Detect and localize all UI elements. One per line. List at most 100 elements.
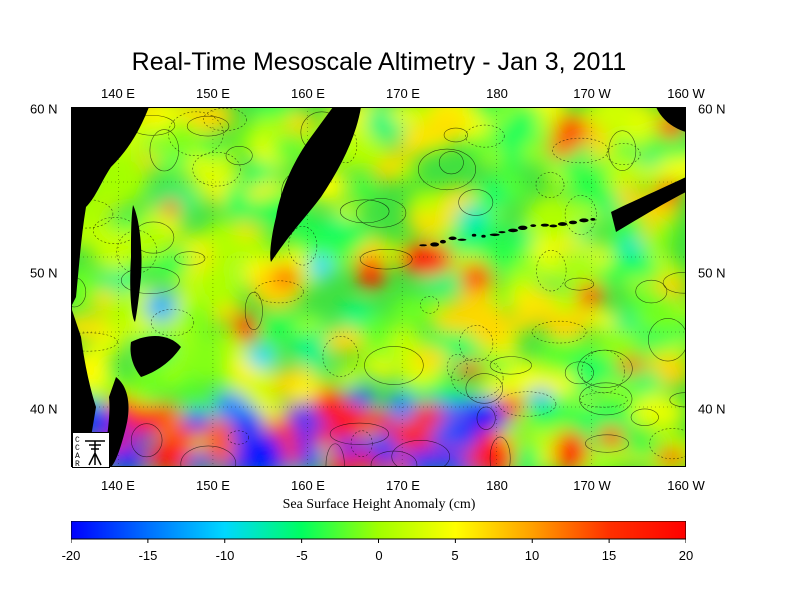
ccar-logo: C C A R — [72, 432, 110, 469]
ssh-anomaly-cell — [292, 337, 328, 368]
ssh-anomaly-cell — [529, 244, 559, 264]
contour-line — [192, 151, 241, 187]
eddy-feature — [553, 114, 589, 148]
ssh-anomaly-cell — [522, 202, 582, 238]
contour-line — [564, 277, 595, 291]
contour-line — [577, 349, 633, 388]
colorbar-tick-neg15: -15 — [138, 548, 158, 563]
contour-line — [465, 373, 503, 404]
contour-line — [168, 111, 224, 156]
contour-line — [498, 391, 557, 417]
aleutian-island — [540, 223, 549, 227]
contour-line — [329, 422, 389, 445]
kuroshio-eddy — [183, 453, 215, 467]
contour-line — [325, 443, 345, 467]
eddy-feature — [272, 267, 300, 287]
contour-line — [71, 332, 118, 352]
ssh-anomaly-cell — [180, 300, 216, 337]
aleutian-island — [481, 234, 486, 238]
ssh-anomaly-cell — [426, 107, 468, 140]
ssh-anomaly-cell — [659, 152, 686, 183]
ssh-anomaly-cell — [123, 317, 156, 339]
eddy-feature — [398, 242, 454, 276]
ssh-anomaly-cell — [336, 365, 360, 386]
ssh-anomaly-cell — [332, 228, 359, 262]
ssh-anomaly-cell — [374, 360, 394, 382]
ssh-anomaly-cell — [71, 314, 109, 341]
altimetry-map — [71, 107, 686, 467]
aleutian-island — [489, 233, 500, 237]
aleutian-island — [430, 242, 440, 247]
contour-line — [579, 382, 633, 416]
lon-label-bottom-160w: 160 W — [667, 478, 705, 493]
contour-line — [648, 318, 686, 362]
lat-label-left-40n: 40 N — [30, 401, 58, 417]
contour-line — [391, 439, 451, 467]
contour-line — [244, 291, 263, 331]
ssh-anomaly-cell — [388, 107, 422, 125]
contour-line — [370, 450, 418, 467]
ssh-anomaly-cell — [586, 308, 616, 330]
ssh-anomaly-cell — [196, 261, 242, 310]
hokkaido — [130, 335, 181, 377]
kuroshio-eddy — [182, 408, 211, 431]
eddy-feature — [328, 402, 354, 428]
ssh-anomaly-cell — [507, 309, 539, 332]
lon-label-bottom-180: 180 — [486, 478, 508, 493]
ssh-anomaly-cell — [505, 267, 541, 292]
kuroshio-eddy — [358, 409, 394, 432]
ssh-anomaly-cell — [591, 250, 612, 267]
eddy-feature — [136, 406, 166, 428]
eddy-feature — [576, 283, 606, 307]
ssh-anomaly-cell — [144, 132, 164, 155]
ssh-anomaly-cell — [431, 107, 458, 118]
eddy-feature — [455, 360, 483, 378]
contour-line — [446, 353, 468, 381]
eddy-feature — [310, 254, 332, 280]
contour-line — [635, 279, 668, 304]
aleutian-island — [579, 218, 589, 223]
aleutian-island — [557, 222, 568, 226]
colorbar-tick-5: 5 — [451, 548, 459, 563]
ssh-anomaly-cell — [185, 335, 229, 384]
contour-line — [451, 358, 504, 399]
eddy-feature — [654, 448, 686, 466]
contour-line — [186, 115, 230, 137]
aleutian-island — [448, 236, 457, 241]
logo-letter-c2: C — [75, 444, 80, 453]
ssh-anomaly-cell — [272, 137, 300, 162]
ssh-anomaly-cell — [410, 347, 449, 370]
ssh-anomaly-cell — [361, 313, 394, 350]
lon-label-bottom-170w: 170 W — [573, 478, 611, 493]
lon-label-top-170w: 170 W — [573, 86, 611, 101]
ssh-anomaly-cell — [526, 426, 544, 443]
ssh-anomaly-cell — [512, 287, 557, 313]
eddy-feature — [617, 356, 645, 374]
ssh-anomaly-cell — [408, 189, 450, 215]
ssh-anomaly-cell — [605, 157, 645, 183]
eddy-feature — [345, 388, 377, 406]
eddy-feature — [161, 198, 181, 216]
contour-line — [359, 248, 413, 270]
ssh-anomaly-cell — [515, 389, 566, 431]
ssh-anomaly-cell — [635, 305, 686, 331]
kuroshio-eddy — [279, 442, 302, 465]
eddy-feature — [459, 262, 493, 292]
logo-letter-r: R — [75, 460, 80, 467]
lon-label-top-160w: 160 W — [667, 86, 705, 101]
contour-line — [608, 130, 637, 171]
contour-line — [585, 434, 629, 453]
contour-line — [180, 445, 237, 467]
map-frame — [71, 107, 686, 467]
ssh-anomaly-cell — [591, 107, 637, 129]
contour-line — [459, 325, 494, 362]
eddy-feature — [554, 430, 588, 467]
ssh-anomaly-cell — [262, 110, 292, 125]
lon-label-bottom-140e: 140 E — [101, 478, 135, 493]
contour-line — [564, 195, 597, 235]
colorbar-tick-0: 0 — [375, 548, 383, 563]
kuroshio-eddy — [240, 431, 284, 467]
ssh-anomaly-cell — [614, 138, 637, 160]
eddy-feature — [144, 292, 178, 322]
logo-letter-a: A — [75, 452, 80, 461]
